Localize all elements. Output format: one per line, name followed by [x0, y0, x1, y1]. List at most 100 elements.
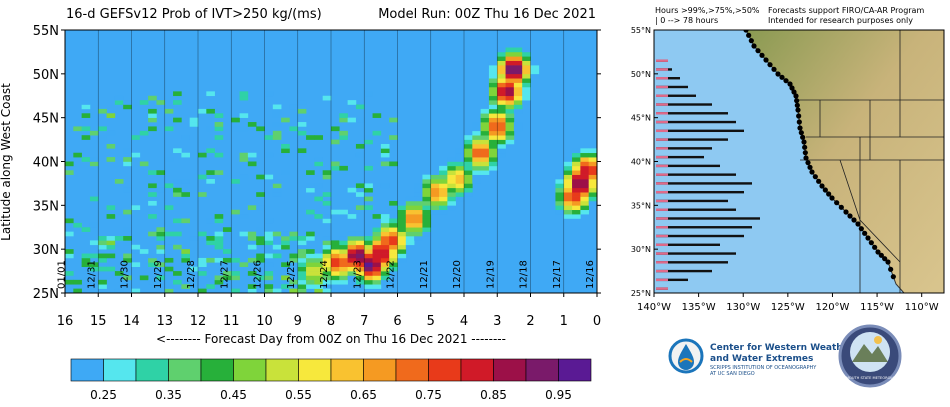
heatmap-cell [281, 275, 290, 281]
heatmap-cell [480, 165, 490, 171]
heatmap-cell [106, 253, 116, 259]
x-tick-label: 9 [294, 314, 302, 329]
heatmap-cell [414, 192, 423, 197]
heatmap-cell [156, 187, 166, 193]
hours-bar [656, 103, 712, 106]
map-note-line-2: Intended for research purposes only [768, 16, 913, 25]
heatmap-cell [339, 240, 348, 246]
heatmap-cell [422, 222, 432, 228]
heatmap-cell [480, 117, 490, 123]
coast-point [771, 66, 777, 72]
heatmap-cell [355, 104, 365, 110]
heatmap-cell [522, 56, 531, 61]
heatmap-cell [447, 157, 456, 162]
heatmap-cell [239, 126, 249, 132]
heatmap-cell [164, 183, 174, 189]
longitude-ticks: 140°W 135°W 130°W 125°W 120°W 115°W 110°W [637, 293, 939, 313]
heatmap-cell [214, 244, 224, 250]
heatmap-cell [447, 170, 456, 175]
hours-bar-high [656, 243, 668, 246]
heatmap-cell [173, 148, 182, 154]
heatmap-cell [405, 231, 415, 237]
heatmap-cell [65, 249, 74, 254]
heatmap-cell [588, 200, 597, 206]
heatmap-cell [148, 231, 157, 237]
heatmap-cell [430, 209, 440, 215]
heatmap-cell [339, 165, 348, 171]
lon-tick-label: 135°W [682, 302, 716, 313]
cw3e-line-2: and Water Extremes [710, 354, 813, 364]
heatmap-cell [405, 244, 415, 250]
heatmap-cell [231, 275, 240, 281]
heatmap-cell [281, 148, 290, 154]
heatmap-cell [430, 196, 440, 202]
heatmap-cell [123, 227, 132, 232]
coast-point [812, 174, 818, 180]
heatmap-cell [522, 86, 531, 92]
heatmap-cell [297, 240, 307, 246]
heatmap-cell [347, 262, 357, 267]
heatmap-cell [222, 275, 232, 281]
heatmap-cell [148, 214, 157, 219]
heatmap-cell [114, 209, 124, 215]
heatmap-cell [339, 209, 348, 215]
heatmap-cell [114, 95, 124, 101]
heatmap-cell [472, 139, 481, 145]
date-label: 12/21 [419, 260, 430, 289]
heatmap-cell [513, 69, 523, 75]
heatmap-cell [580, 183, 589, 189]
heatmap-cell [380, 161, 390, 167]
heatmap-cell [98, 244, 107, 250]
heatmap-cell [347, 249, 357, 254]
heatmap-cell [563, 209, 573, 215]
coast-point [862, 230, 868, 236]
heatmap-cell [430, 179, 440, 184]
chart-title: 16-d GEFSv12 Prob of IVT>250 kg/(ms) [66, 7, 322, 22]
heatmap-cell [231, 257, 240, 263]
heatmap-cell [256, 240, 265, 246]
x-tick-label: 7 [360, 314, 368, 329]
heatmap-cell [513, 104, 523, 110]
heatmap-cell [588, 148, 597, 154]
heatmap-cell [414, 187, 423, 193]
heatmap-cell [289, 104, 299, 110]
hours-bar [656, 190, 744, 194]
heatmap-cell [380, 262, 390, 267]
heatmap-cell [264, 236, 274, 241]
heatmap-cell [181, 249, 190, 254]
heatmap-cell [439, 196, 448, 202]
heatmap-cell [555, 209, 565, 215]
coast-point [791, 89, 797, 95]
heatmap-cell [389, 253, 398, 259]
heatmap-cell [272, 122, 282, 127]
heatmap-cell [123, 240, 132, 246]
coast-point [885, 259, 891, 265]
heatmap-cell [397, 200, 407, 206]
heatmap-cell [355, 262, 365, 267]
heatmap-cell [488, 60, 498, 66]
heatmap-cell [297, 148, 307, 154]
colorbar-swatch [558, 358, 592, 382]
heatmap-cell [239, 95, 249, 101]
coast-point [865, 235, 871, 241]
heatmap-cell [355, 253, 365, 259]
heatmap-cell [131, 244, 141, 250]
lon-tick-label: 130°W [726, 302, 760, 313]
heatmap-cell [306, 253, 315, 259]
heatmap-cell [372, 227, 382, 232]
heatmap-cell [364, 165, 373, 171]
x-tick-label: 13 [156, 314, 173, 329]
heatmap-cell [247, 257, 257, 263]
heatmap-cell [380, 152, 390, 158]
heatmap-cell [139, 135, 149, 140]
heatmap-cell [488, 148, 498, 154]
heatmap-cell [198, 288, 207, 293]
heatmap-cell [247, 271, 257, 276]
latitude-ticks: 25°N 30°N 35°N 40°N 45°N 50°N 55°N [631, 26, 658, 298]
heatmap-cell [422, 192, 432, 197]
heatmap-cell [131, 288, 141, 293]
heatmap-cell [430, 170, 440, 175]
heatmap-cell [247, 284, 257, 289]
heatmap-cell [347, 240, 357, 246]
heatmap-cell [306, 209, 315, 215]
